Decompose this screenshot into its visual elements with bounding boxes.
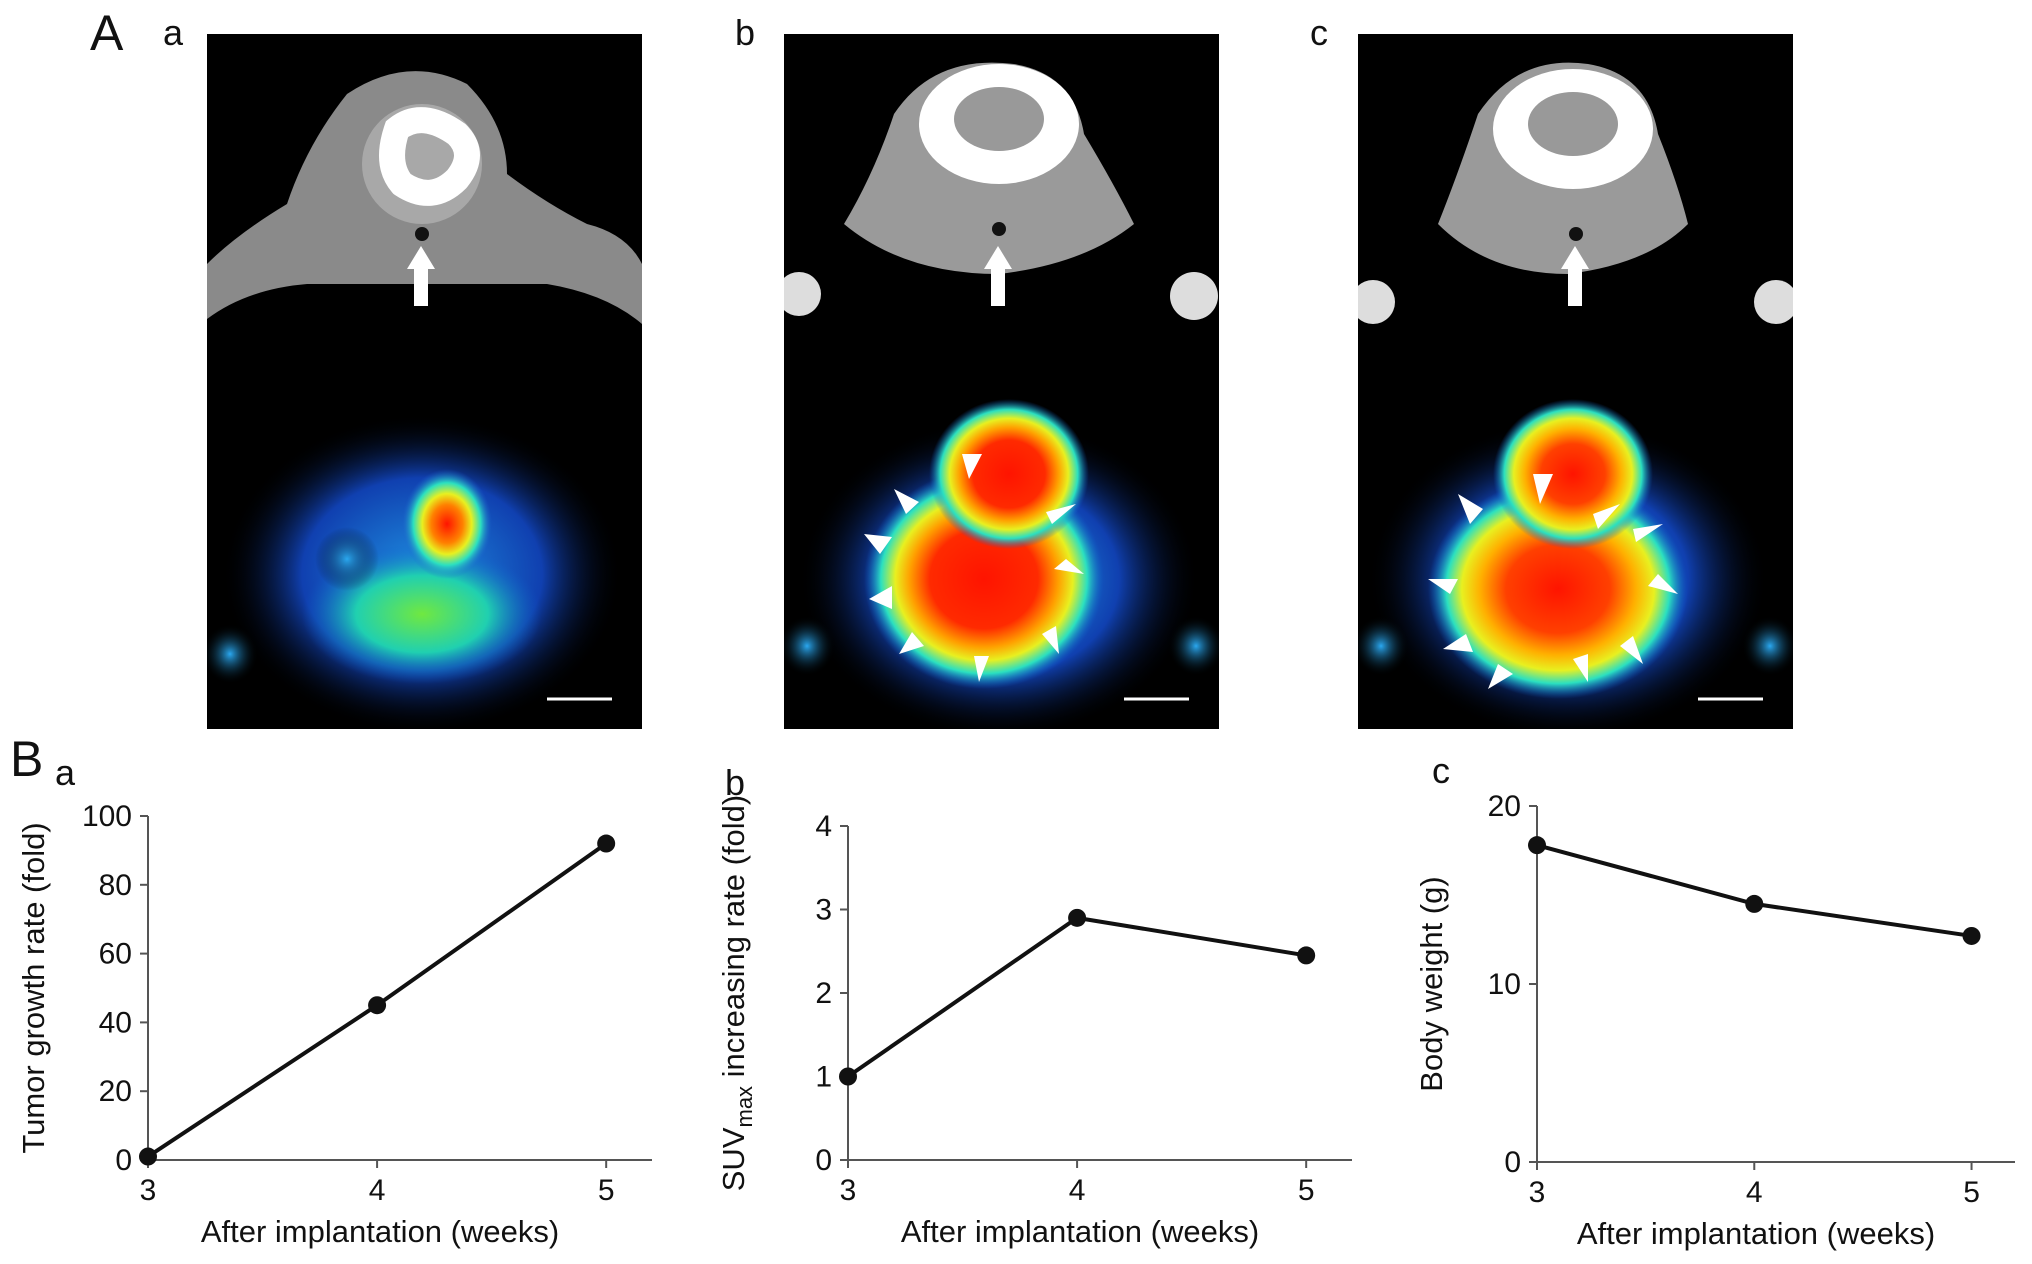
x-axis-title: After implantation (weeks): [1577, 1216, 1935, 1251]
x-tick-label: 3: [840, 1174, 857, 1207]
y-tick-label: 0: [815, 1144, 832, 1177]
chart-c-svg: 0 10 20 3 4 5 After implantation (weeks) Body w…: [1414, 790, 2015, 1251]
chart-b-label: b: [725, 762, 746, 803]
x-tick-label: 4: [1069, 1174, 1086, 1207]
x-tick-label: 3: [1529, 1176, 1546, 1209]
panel-a-label: A: [90, 5, 124, 61]
x-tick-label: 3: [140, 1174, 157, 1207]
data-point: [597, 834, 616, 853]
chart-a: 0 20 40 60 80 100 3 4 5 After implantation (weeks…: [0, 780, 680, 1264]
pet-ct-image-b: [784, 34, 1219, 729]
y-axis-title: Tumor growth rate (fold): [16, 822, 51, 1153]
data-point: [1068, 908, 1087, 927]
y-tick-label: 4: [815, 810, 832, 843]
y-tick-label: 60: [99, 938, 132, 971]
series-line: [1536, 843, 1972, 938]
x-tick-label: 5: [598, 1174, 615, 1207]
y-tick-label: 0: [115, 1144, 132, 1177]
data-point: [1745, 894, 1764, 913]
y-axis-title: SUVmax increasing rate (fold): [716, 795, 757, 1192]
x-tick-label: 5: [1298, 1174, 1315, 1207]
y-tick-label: 40: [99, 1006, 132, 1039]
chart-c: 0 10 20 3 4 5 After implantation (weeks) Body w…: [1380, 780, 2032, 1264]
y-tick-label: 100: [82, 800, 132, 833]
chart-a-label: a: [55, 752, 76, 793]
y-tick-label: 1: [815, 1061, 832, 1094]
y-tick-label: 20: [1488, 790, 1521, 823]
y-tick-label: 3: [815, 894, 832, 927]
chart-c-label: c: [1432, 750, 1450, 791]
y-tick-label: 80: [99, 869, 132, 902]
x-tick-label: 5: [1963, 1176, 1980, 1209]
pet-ct-image-a: [207, 34, 642, 729]
y-tick-label: 0: [1504, 1146, 1521, 1179]
data-point: [839, 1067, 857, 1086]
x-axis-title: After implantation (weeks): [201, 1214, 559, 1249]
x-axis-title: After implantation (weeks): [901, 1214, 1259, 1249]
data-point: [1297, 946, 1316, 965]
x-tick-label: 4: [369, 1174, 386, 1207]
image-b-label: b: [735, 12, 756, 53]
image-a-label: a: [163, 12, 184, 53]
image-c-label: c: [1310, 12, 1328, 53]
data-point: [368, 996, 387, 1015]
series-line: [846, 915, 1307, 1079]
chart-a-svg: 0 20 40 60 80 100 3 4 5 After implantation (weeks…: [16, 800, 652, 1249]
chart-b-svg: 0 1 2 3 4 3 4 5 After implantation (weeks) SUVmax…: [716, 795, 1352, 1249]
data-point: [139, 1147, 157, 1166]
x-tick-label: 4: [1746, 1176, 1763, 1209]
y-tick-label: 20: [99, 1075, 132, 1108]
data-point: [1528, 836, 1546, 855]
y-axis-title: Body weight (g): [1414, 876, 1449, 1091]
pet-ct-image-c: [1358, 34, 1793, 729]
chart-b: 0 1 2 3 4 3 4 5 After implantation (weeks) SUVmax…: [700, 780, 1380, 1264]
y-tick-label: 2: [815, 977, 832, 1010]
panel-b-label: B: [10, 731, 44, 787]
y-tick-label: 10: [1488, 968, 1521, 1001]
data-point: [1962, 926, 1981, 945]
